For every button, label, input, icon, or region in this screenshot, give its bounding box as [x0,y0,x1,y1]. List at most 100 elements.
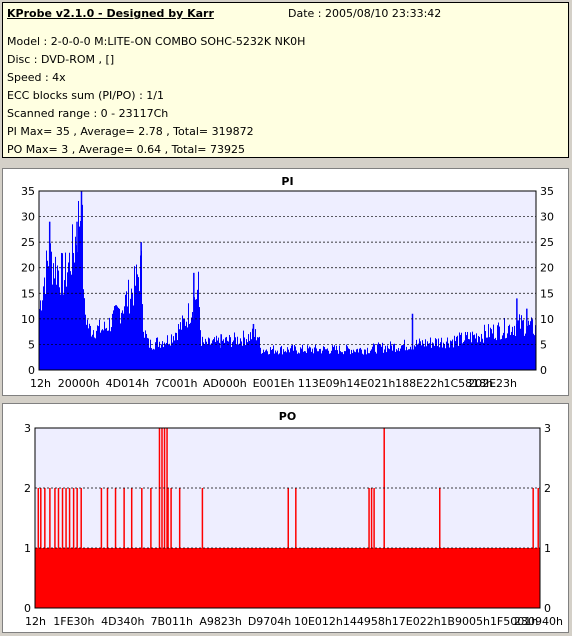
pi-bar [475,338,476,370]
pi-bar [435,338,436,370]
pi-bar [243,330,244,370]
pi-bar [300,347,301,370]
pi-bar [356,349,357,370]
pi-bar [210,344,211,370]
pi-bar [378,342,379,370]
pi-bar [241,341,242,370]
pi-bar [164,342,165,370]
pi-bar [94,337,95,370]
po-ytick-label: 3 [24,422,31,435]
pi-bar [493,324,494,370]
pi-bar [223,339,224,370]
pi-bar [59,287,60,370]
pi-bar [200,330,201,370]
pi-bar [499,326,500,370]
pi-bar [289,352,290,370]
pi-bar [379,343,380,370]
po-xtick-label: A9823h [199,615,242,628]
pi-bar [524,335,525,370]
pi-spike [252,323,255,370]
pi-bar [295,346,296,370]
po-spike [80,488,82,608]
pi-bar [75,236,76,370]
pi-xtick-label: 113E09h [298,377,347,390]
pi-bar [146,333,147,370]
pi-bar [309,346,310,370]
pi-bar [234,332,235,370]
po-spike [76,488,78,608]
pi-bar [385,345,386,370]
pi-bar [110,331,111,370]
po-spike [150,488,152,608]
pi-bar [116,305,117,370]
pi-bar [466,335,467,370]
pi-bar [284,351,285,370]
pi-bar [280,347,281,370]
pi-bar [383,352,384,370]
pi-bar [357,348,358,370]
pi-ytick-label-right: 0 [540,364,547,377]
pi-bar [191,317,192,370]
pi-bar [508,325,509,370]
pi-bar [304,351,305,370]
pi-bar [370,350,371,370]
pi-bar [305,351,306,370]
pi-bar [125,294,126,370]
pi-bar [327,348,328,370]
pi-bar [258,337,259,370]
pi-bar [247,342,248,370]
pi-bar [373,343,374,370]
pi-bar [344,351,345,370]
pi-ytick-label: 5 [28,338,35,351]
pi-bar [488,324,489,370]
pi-bar [53,263,54,370]
pi-ytick-label-right: 35 [540,185,554,198]
pi-bar [371,349,372,370]
pi-bar [104,321,105,370]
pi-bar [196,299,197,370]
pi-bar [97,325,98,370]
pi-bar [214,337,215,370]
pi-bar [423,343,424,370]
pi-bar [123,313,124,370]
pi-bar [149,347,150,370]
pi-bar [297,353,298,370]
po-ytick-label-right: 0 [544,602,551,615]
pi-bar [311,351,312,370]
pi-bar [506,337,507,370]
pi-bar [306,353,307,370]
pi-bar [364,349,365,370]
pi-bar [528,320,529,370]
pi-bar [113,310,114,370]
pi-bar [403,344,404,370]
pi-bar [500,339,501,370]
po-xtick-label: 10E012h [294,615,343,628]
pi-bar [45,293,46,370]
pi-bar [42,300,43,370]
pi-bar [465,331,466,370]
pi-bar [126,291,127,370]
pi-bar [233,340,234,370]
pi-bar [439,347,440,370]
pi-bar [291,345,292,370]
pi-bar [409,349,410,370]
pi-bar [90,325,91,370]
pi-bar [486,337,487,370]
pi-bar [406,346,407,370]
pi-bar [481,333,482,370]
pi-bar [158,346,159,370]
pi-bar [401,345,402,370]
pi-bar [153,348,154,370]
pi-bar [492,333,493,370]
pi-bar [480,341,481,370]
pi-bar [74,262,75,370]
pi-bar [525,333,526,370]
pi-bar [199,307,200,370]
pi-bar [400,348,401,370]
pi-bar [468,339,469,370]
app-title: KProbe v2.1.0 - Designed by Karr [7,7,214,20]
pi-bar [262,352,263,370]
pi-bar [303,351,304,370]
pi-ytick-label: 30 [21,211,35,224]
info-panel: KProbe v2.1.0 - Designed by Karr Date : … [2,2,569,158]
